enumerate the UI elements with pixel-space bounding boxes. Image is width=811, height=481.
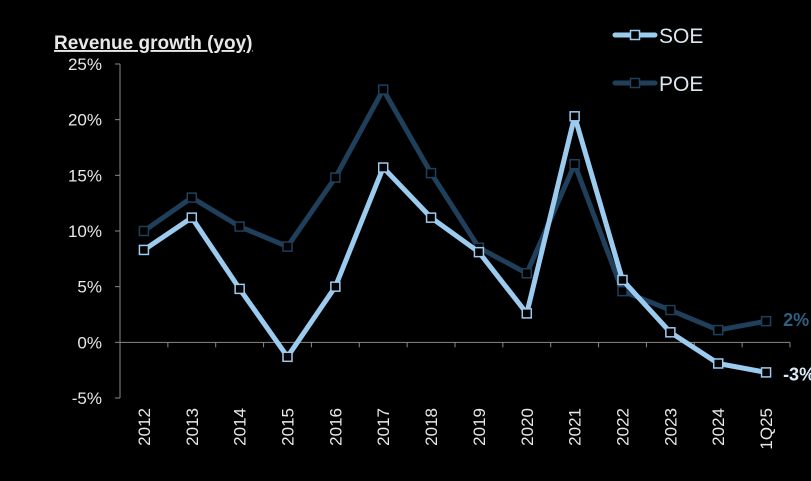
data-point-soe bbox=[665, 327, 676, 338]
data-point-soe bbox=[617, 274, 628, 286]
data-point-soe bbox=[521, 308, 533, 319]
data-point-poe bbox=[665, 304, 676, 316]
data-point-poe bbox=[282, 241, 293, 252]
data-point-poe bbox=[138, 225, 150, 237]
y-tick-label: 0% bbox=[77, 333, 102, 352]
x-tick-label: 2012 bbox=[135, 408, 154, 446]
x-tick-label: 2014 bbox=[231, 408, 250, 446]
y-tick-label: 15% bbox=[68, 166, 102, 185]
data-point-poe bbox=[330, 172, 341, 183]
x-tick-label: 2021 bbox=[566, 408, 585, 446]
data-point-poe bbox=[617, 285, 628, 297]
x-tick-label: 1Q25 bbox=[757, 408, 776, 450]
data-point-poe bbox=[521, 268, 533, 279]
data-point-soe bbox=[234, 283, 245, 295]
x-tick-label: 2024 bbox=[709, 408, 728, 446]
x-tick-label: 2017 bbox=[374, 408, 393, 446]
data-point-poe bbox=[712, 324, 724, 336]
legend-item-poe: POE bbox=[612, 73, 703, 96]
data-point-poe bbox=[234, 221, 245, 232]
data-point-poe bbox=[425, 167, 437, 179]
data-point-soe bbox=[712, 358, 724, 369]
data-point-soe bbox=[425, 212, 437, 223]
data-point-poe bbox=[760, 315, 772, 327]
legend-item-soe: SOE bbox=[612, 25, 703, 48]
x-tick-label: 2013 bbox=[183, 408, 202, 446]
x-tick-label: 2015 bbox=[279, 408, 298, 446]
y-tick-label: 25% bbox=[68, 55, 102, 74]
x-tick-label: 2020 bbox=[518, 408, 537, 446]
legend-marker bbox=[629, 29, 641, 41]
x-tick-label: 2019 bbox=[470, 408, 489, 446]
y-tick-label: 5% bbox=[77, 278, 102, 297]
legend-label: SOE bbox=[659, 25, 703, 48]
end-label-soe: -3% bbox=[783, 364, 811, 384]
data-point-soe bbox=[330, 281, 341, 292]
y-tick-label: 20% bbox=[68, 111, 102, 130]
data-point-soe bbox=[282, 351, 293, 363]
data-point-soe bbox=[138, 244, 150, 256]
data-point-soe bbox=[186, 212, 198, 223]
data-point-soe bbox=[569, 111, 580, 122]
data-point-soe bbox=[377, 162, 389, 173]
legend-label: POE bbox=[659, 73, 703, 96]
y-tick-label: -5% bbox=[72, 389, 102, 408]
data-point-poe bbox=[377, 84, 389, 95]
data-point-soe bbox=[760, 367, 772, 378]
x-tick-label: 2022 bbox=[614, 408, 633, 446]
data-point-poe bbox=[569, 158, 580, 170]
x-tick-label: 2023 bbox=[661, 408, 680, 446]
x-tick-label: 2016 bbox=[326, 408, 345, 446]
series-line-poe bbox=[142, 87, 767, 333]
end-label-poe: 2% bbox=[783, 310, 809, 330]
series-line-soe bbox=[142, 113, 767, 375]
x-tick-label: 2018 bbox=[422, 408, 441, 446]
y-tick-label: 10% bbox=[68, 222, 102, 241]
legend-marker bbox=[629, 77, 641, 89]
data-point-poe bbox=[186, 192, 198, 203]
chart-title: Revenue growth (yoy) bbox=[54, 33, 252, 54]
data-point-soe bbox=[473, 246, 485, 258]
